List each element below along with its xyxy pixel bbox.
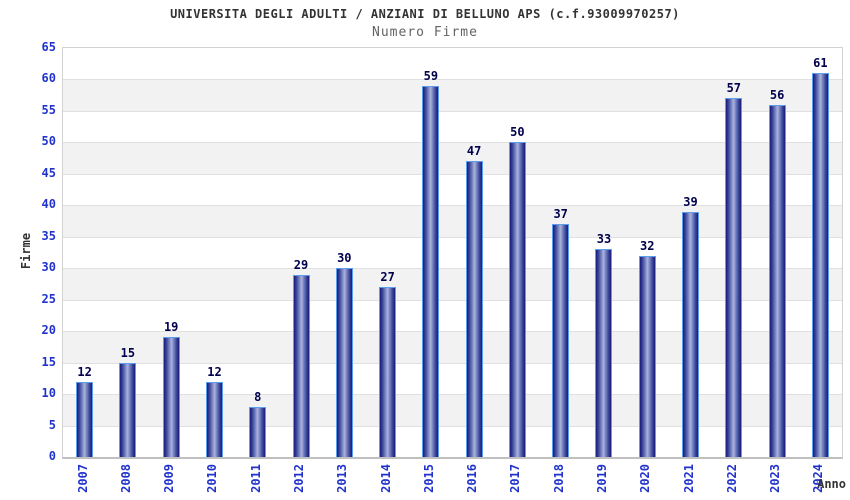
background-band: [63, 48, 842, 80]
bar-2007: [76, 381, 94, 457]
gridline: [63, 299, 842, 301]
bar-value-label: 33: [596, 232, 612, 247]
x-tick-label: 2018: [551, 464, 566, 493]
bar-value-label: 30: [337, 251, 352, 266]
bar-2024: [811, 73, 829, 457]
y-axis-label: Firme: [19, 232, 34, 270]
gridline: [63, 268, 842, 270]
y-tick-label: 10: [41, 386, 56, 401]
bar-2009: [162, 337, 180, 457]
background-band: [63, 394, 842, 426]
bar-value-label: 15: [120, 345, 136, 360]
x-tick-label: 2007: [75, 464, 90, 493]
gridline: [63, 79, 842, 81]
bar-value-label: 50: [510, 125, 525, 140]
gridline: [63, 173, 842, 175]
y-tick-label: 55: [41, 102, 56, 117]
bar-value-label: 57: [726, 81, 742, 96]
y-tick-label: 65: [41, 40, 56, 54]
background-band: [63, 362, 842, 395]
x-tick-label: 2023: [768, 464, 783, 493]
bar-2020: [638, 255, 656, 457]
bar-value-label: 27: [380, 270, 395, 285]
x-tick-label: 2013: [335, 464, 350, 493]
y-tick-label: 0: [48, 449, 56, 463]
x-tick-label: 2019: [594, 464, 609, 493]
bar-value-label: 29: [293, 257, 309, 272]
y-tick-label: 15: [41, 354, 56, 369]
x-tick-label: 2021: [681, 464, 696, 493]
bar-value-label: 47: [466, 144, 482, 159]
chart-subtitle: Numero Firme: [372, 25, 478, 40]
y-tick-label: 35: [41, 228, 56, 243]
x-tick-label: 2014: [378, 464, 393, 493]
bar-2017: [508, 142, 526, 457]
background-band: [63, 299, 842, 332]
bar-2012: [292, 274, 310, 457]
x-tick-label: 2020: [638, 464, 653, 493]
gridline: [63, 394, 842, 396]
bar-value-label: 56: [769, 87, 785, 102]
bar-value-label: 12: [77, 364, 92, 379]
background-band: [63, 142, 842, 174]
bar-value-label: 59: [423, 68, 439, 83]
bar-2019: [595, 249, 613, 457]
gridline: [63, 142, 842, 144]
gridline: [63, 205, 842, 207]
bar-2013: [335, 268, 353, 457]
background-band: [63, 173, 842, 206]
gridline: [63, 425, 842, 427]
gridline: [63, 110, 842, 112]
background-band: [63, 331, 842, 363]
bar-2011: [249, 406, 267, 457]
bar-2015: [422, 85, 440, 457]
bar-2016: [465, 161, 483, 457]
bar-value-label: 32: [640, 238, 655, 253]
bar-2023: [768, 104, 786, 457]
bar-2010: [205, 381, 223, 457]
y-tick-label: 50: [41, 134, 56, 149]
background-band: [63, 79, 842, 111]
gridline: [63, 331, 842, 333]
x-tick-label: 2008: [118, 464, 133, 493]
bar-value-label: 8: [254, 389, 262, 404]
x-tick-label: 2009: [162, 464, 177, 493]
x-tick-label: 2017: [508, 464, 523, 493]
y-tick-label: 20: [41, 323, 56, 338]
x-tick-label: 2010: [205, 464, 220, 493]
y-tick-label: 30: [41, 260, 56, 275]
plot-area: 12 15 19 12 8 29 30 27 59 47 50 37 33 32 39 57 56 61: [62, 47, 843, 459]
y-tick-label: 25: [41, 291, 56, 306]
background-band: [63, 268, 842, 300]
background-band: [63, 425, 842, 457]
bar-2022: [725, 98, 743, 457]
background-band: [63, 205, 842, 237]
background-band: [63, 110, 842, 143]
x-tick-label: 2015: [421, 464, 436, 493]
x-tick-label: 2011: [248, 464, 263, 493]
bar-2014: [379, 287, 397, 457]
gridline: [63, 236, 842, 238]
chart-title: UNIVERSITA DEGLI ADULTI / ANZIANI DI BEL…: [170, 7, 680, 21]
y-tick-label: 60: [41, 71, 56, 86]
gridline: [63, 362, 842, 364]
bar-value-label: 37: [553, 207, 568, 222]
x-tick-label: 2016: [465, 464, 480, 493]
x-tick-label: 2022: [724, 464, 739, 493]
x-tick-label: 2012: [292, 464, 307, 493]
y-tick-label: 5: [48, 417, 56, 432]
bar-2008: [119, 362, 137, 457]
bar-2018: [552, 224, 570, 457]
y-tick-label: 40: [41, 197, 56, 212]
background-band: [63, 236, 842, 269]
bar-value-label: 39: [683, 194, 698, 209]
x-axis-label: Anno: [817, 477, 846, 491]
bar-2021: [682, 211, 700, 457]
bar-value-label: 61: [813, 56, 828, 71]
bar-value-label: 12: [207, 364, 222, 379]
y-tick-label: 45: [41, 165, 56, 180]
bar-value-label: 19: [163, 320, 179, 335]
